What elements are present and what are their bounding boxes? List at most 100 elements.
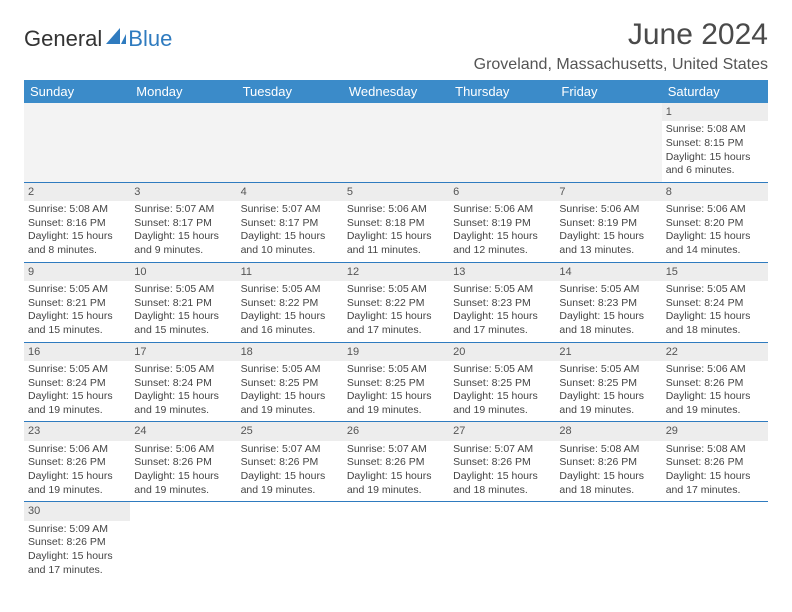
day-number: 22 (662, 343, 768, 361)
sunrise-text: Sunrise: 5:05 AM (241, 363, 339, 377)
day-number: 24 (130, 422, 236, 440)
sunset-text: Sunset: 8:25 PM (347, 377, 445, 391)
sunrise-text: Sunrise: 5:07 AM (453, 443, 551, 457)
day-header: Sunday (24, 80, 130, 103)
sunrise-text: Sunrise: 5:07 AM (241, 203, 339, 217)
daylight-text: Daylight: 15 hours (347, 230, 445, 244)
calendar-row: 1Sunrise: 5:08 AMSunset: 8:15 PMDaylight… (24, 103, 768, 182)
sunrise-text: Sunrise: 5:05 AM (453, 363, 551, 377)
daylight-text: and 15 minutes. (28, 324, 126, 338)
sunrise-text: Sunrise: 5:05 AM (134, 363, 232, 377)
calendar-cell: 12Sunrise: 5:05 AMSunset: 8:22 PMDayligh… (343, 262, 449, 342)
calendar-cell: 8Sunrise: 5:06 AMSunset: 8:20 PMDaylight… (662, 182, 768, 262)
daylight-text: Daylight: 15 hours (453, 390, 551, 404)
calendar-cell (130, 103, 236, 182)
calendar-cell (237, 502, 343, 581)
day-header-row: SundayMondayTuesdayWednesdayThursdayFrid… (24, 80, 768, 103)
daylight-text: and 15 minutes. (134, 324, 232, 338)
day-header: Wednesday (343, 80, 449, 103)
day-header: Friday (555, 80, 661, 103)
day-number: 13 (449, 263, 555, 281)
calendar-cell: 2Sunrise: 5:08 AMSunset: 8:16 PMDaylight… (24, 182, 130, 262)
logo-text-a: General (24, 26, 102, 52)
calendar-cell: 29Sunrise: 5:08 AMSunset: 8:26 PMDayligh… (662, 422, 768, 502)
daylight-text: Daylight: 15 hours (134, 390, 232, 404)
day-number: 20 (449, 343, 555, 361)
day-number: 17 (130, 343, 236, 361)
daylight-text: and 19 minutes. (134, 484, 232, 498)
calendar-cell: 11Sunrise: 5:05 AMSunset: 8:22 PMDayligh… (237, 262, 343, 342)
daylight-text: and 6 minutes. (666, 164, 764, 178)
day-header: Tuesday (237, 80, 343, 103)
sunrise-text: Sunrise: 5:05 AM (347, 283, 445, 297)
sunrise-text: Sunrise: 5:05 AM (559, 363, 657, 377)
daylight-text: Daylight: 15 hours (666, 151, 764, 165)
daylight-text: Daylight: 15 hours (134, 310, 232, 324)
daylight-text: and 13 minutes. (559, 244, 657, 258)
daylight-text: Daylight: 15 hours (347, 310, 445, 324)
day-number: 9 (24, 263, 130, 281)
day-number: 14 (555, 263, 661, 281)
sunrise-text: Sunrise: 5:06 AM (28, 443, 126, 457)
calendar-cell: 6Sunrise: 5:06 AMSunset: 8:19 PMDaylight… (449, 182, 555, 262)
sunset-text: Sunset: 8:17 PM (241, 217, 339, 231)
month-title: June 2024 (474, 18, 768, 52)
calendar-cell (449, 502, 555, 581)
sunset-text: Sunset: 8:26 PM (241, 456, 339, 470)
sunrise-text: Sunrise: 5:05 AM (28, 283, 126, 297)
sunset-text: Sunset: 8:16 PM (28, 217, 126, 231)
daylight-text: and 8 minutes. (28, 244, 126, 258)
sunrise-text: Sunrise: 5:06 AM (666, 363, 764, 377)
sunset-text: Sunset: 8:24 PM (134, 377, 232, 391)
sunset-text: Sunset: 8:26 PM (453, 456, 551, 470)
calendar-cell: 22Sunrise: 5:06 AMSunset: 8:26 PMDayligh… (662, 342, 768, 422)
calendar-row: 23Sunrise: 5:06 AMSunset: 8:26 PMDayligh… (24, 422, 768, 502)
sunrise-text: Sunrise: 5:05 AM (134, 283, 232, 297)
calendar-cell: 14Sunrise: 5:05 AMSunset: 8:23 PMDayligh… (555, 262, 661, 342)
day-header: Thursday (449, 80, 555, 103)
daylight-text: Daylight: 15 hours (347, 470, 445, 484)
daylight-text: Daylight: 15 hours (28, 230, 126, 244)
daylight-text: Daylight: 15 hours (453, 230, 551, 244)
daylight-text: and 18 minutes. (559, 484, 657, 498)
daylight-text: Daylight: 15 hours (134, 470, 232, 484)
calendar-cell: 23Sunrise: 5:06 AMSunset: 8:26 PMDayligh… (24, 422, 130, 502)
calendar-cell: 16Sunrise: 5:05 AMSunset: 8:24 PMDayligh… (24, 342, 130, 422)
daylight-text: and 19 minutes. (666, 404, 764, 418)
calendar-cell: 25Sunrise: 5:07 AMSunset: 8:26 PMDayligh… (237, 422, 343, 502)
sunset-text: Sunset: 8:24 PM (28, 377, 126, 391)
calendar-cell: 5Sunrise: 5:06 AMSunset: 8:18 PMDaylight… (343, 182, 449, 262)
daylight-text: and 11 minutes. (347, 244, 445, 258)
sunset-text: Sunset: 8:24 PM (666, 297, 764, 311)
sunset-text: Sunset: 8:15 PM (666, 137, 764, 151)
day-number: 21 (555, 343, 661, 361)
daylight-text: and 9 minutes. (134, 244, 232, 258)
day-number: 26 (343, 422, 449, 440)
calendar-cell: 10Sunrise: 5:05 AMSunset: 8:21 PMDayligh… (130, 262, 236, 342)
calendar-row: 30Sunrise: 5:09 AMSunset: 8:26 PMDayligh… (24, 502, 768, 581)
daylight-text: and 19 minutes. (134, 404, 232, 418)
day-number: 11 (237, 263, 343, 281)
calendar-cell: 18Sunrise: 5:05 AMSunset: 8:25 PMDayligh… (237, 342, 343, 422)
daylight-text: Daylight: 15 hours (28, 470, 126, 484)
day-header: Saturday (662, 80, 768, 103)
sunrise-text: Sunrise: 5:08 AM (559, 443, 657, 457)
day-number: 1 (662, 103, 768, 121)
sunrise-text: Sunrise: 5:06 AM (453, 203, 551, 217)
sunset-text: Sunset: 8:23 PM (453, 297, 551, 311)
day-number: 25 (237, 422, 343, 440)
sunrise-text: Sunrise: 5:06 AM (666, 203, 764, 217)
daylight-text: and 19 minutes. (559, 404, 657, 418)
logo-text-b: Blue (128, 26, 172, 52)
daylight-text: Daylight: 15 hours (559, 230, 657, 244)
calendar-cell (343, 103, 449, 182)
sunset-text: Sunset: 8:26 PM (347, 456, 445, 470)
calendar-cell: 19Sunrise: 5:05 AMSunset: 8:25 PMDayligh… (343, 342, 449, 422)
calendar-cell: 27Sunrise: 5:07 AMSunset: 8:26 PMDayligh… (449, 422, 555, 502)
day-header: Monday (130, 80, 236, 103)
daylight-text: and 12 minutes. (453, 244, 551, 258)
sunset-text: Sunset: 8:17 PM (134, 217, 232, 231)
sunrise-text: Sunrise: 5:06 AM (559, 203, 657, 217)
title-block: June 2024 Groveland, Massachusetts, Unit… (474, 18, 768, 74)
daylight-text: Daylight: 15 hours (134, 230, 232, 244)
